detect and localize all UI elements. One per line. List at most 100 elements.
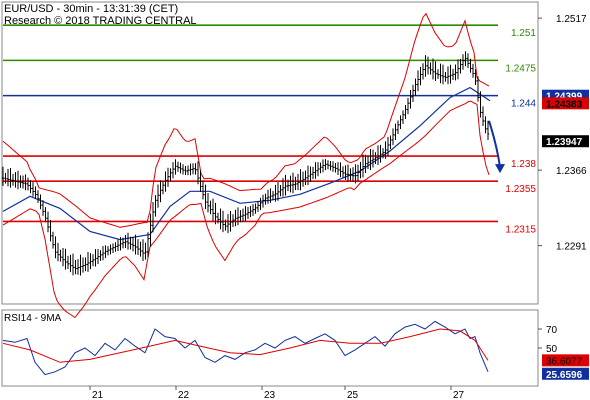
price-bar: [346, 164, 350, 182]
price-bar: [331, 161, 335, 172]
price-bar: [226, 214, 230, 234]
price-bar: [314, 162, 317, 179]
price-bar: [219, 208, 222, 230]
price-bar: [79, 254, 82, 276]
rsi-badge-label: 25.6596: [546, 370, 583, 381]
price-bar: [466, 53, 470, 68]
price-bar: [239, 210, 242, 223]
price-bar: [191, 163, 195, 175]
price-bar: [224, 219, 227, 231]
price-bar: [139, 241, 142, 257]
price-bar: [336, 162, 340, 176]
price-bar: [321, 159, 325, 173]
price-bar: [306, 165, 310, 186]
price-bar: [484, 116, 487, 134]
level-label-0: 1.251: [511, 28, 536, 39]
price-bar: [174, 159, 177, 175]
price-bar: [96, 249, 100, 265]
price-bar: [116, 239, 120, 252]
price-bar: [486, 120, 490, 140]
price-axis-layer: 1.2517 1.2366 1.2291: [538, 14, 587, 253]
price-bar: [299, 169, 302, 191]
price-bar: [169, 168, 172, 181]
price-bar: [26, 177, 30, 191]
price-bar: [409, 89, 412, 109]
price-bar: [171, 162, 175, 179]
price-bar: [296, 173, 300, 191]
price-bar: [126, 232, 130, 250]
price-badge-label: 1.23947: [546, 137, 583, 148]
price-bar: [44, 207, 47, 223]
price-bar: [76, 259, 80, 275]
x-tick-label-2: 23: [264, 390, 276, 400]
price-bar: [434, 61, 437, 81]
price-bar: [449, 64, 452, 84]
price-bar: [134, 234, 137, 255]
price-bar: [244, 206, 247, 222]
price-bar: [121, 237, 125, 249]
price-bar: [151, 202, 155, 233]
price-bar: [54, 236, 57, 259]
ma-layer: [2, 86, 491, 241]
price-bar: [61, 248, 65, 267]
price-bar: [216, 212, 220, 224]
price-bar: [304, 170, 307, 185]
price-bar: [274, 184, 277, 202]
price-bar: [136, 239, 140, 255]
price-bar: [16, 170, 20, 190]
price-bar: [251, 204, 255, 216]
price-bar: [406, 97, 410, 115]
price-bar: [214, 202, 217, 225]
price-bar: [36, 190, 40, 203]
price-bar: [394, 123, 397, 140]
price-bar: [426, 56, 430, 75]
price-bar: [281, 178, 285, 197]
price-bar: [416, 70, 420, 92]
price-bar: [114, 242, 117, 252]
price-bar: [476, 76, 480, 102]
price-bar: [389, 135, 392, 150]
price-bar: [319, 162, 322, 174]
price-badge-bg: [542, 97, 589, 110]
price-bar: [149, 213, 152, 247]
price-bar: [71, 253, 75, 276]
price-bar: [311, 166, 315, 180]
price-bar: [284, 174, 287, 196]
price-bar: [66, 255, 70, 269]
price-bar: [361, 154, 365, 178]
ma-line: [2, 86, 491, 241]
rsi-tick-label-1: 50: [546, 344, 558, 355]
price-bar: [421, 63, 425, 80]
price-bar: [236, 207, 240, 226]
price-bar: [354, 164, 357, 184]
price-bar: [41, 200, 45, 216]
price-bar: [374, 152, 377, 164]
price-bar: [104, 245, 107, 259]
price-bar: [201, 180, 205, 200]
price-bar: [344, 165, 347, 181]
price-bar: [419, 66, 422, 86]
price-bar: [269, 188, 272, 203]
price-bar: [371, 149, 375, 168]
price-bar: [246, 206, 250, 219]
price-bar: [341, 166, 345, 178]
price-badge-bg: [542, 135, 589, 148]
price-bar: [39, 194, 42, 210]
price-bar: [94, 249, 97, 267]
price-bar: [444, 72, 447, 82]
level-label-5: 1.2315: [505, 224, 536, 235]
price-badge-label: 1.24383: [546, 99, 583, 110]
price-bar: [124, 234, 127, 249]
price-bar: [184, 165, 187, 176]
price-bar: [479, 91, 482, 118]
price-bar: [86, 251, 90, 272]
price-bar: [206, 192, 210, 213]
price-bar: [351, 167, 355, 182]
price-bar: [356, 164, 360, 182]
price-bar: [109, 244, 112, 255]
price-bar: [386, 136, 390, 157]
price-tick-label-1: 1.2366: [556, 166, 587, 177]
